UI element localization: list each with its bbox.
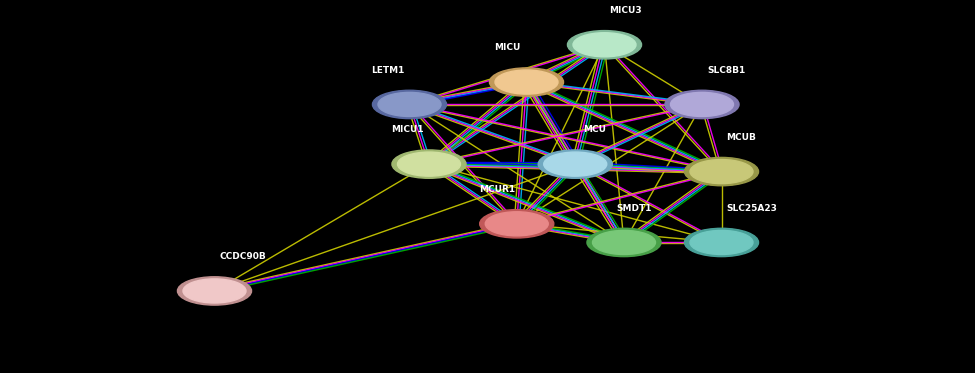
- Circle shape: [593, 231, 655, 254]
- Circle shape: [495, 70, 558, 94]
- Text: SLC8B1: SLC8B1: [707, 66, 745, 75]
- Text: MICU3: MICU3: [609, 6, 642, 15]
- Text: MICU: MICU: [493, 43, 521, 52]
- Circle shape: [392, 150, 466, 178]
- Text: MICU1: MICU1: [392, 125, 424, 134]
- Circle shape: [177, 277, 252, 305]
- Circle shape: [378, 93, 441, 116]
- Text: SLC25A23: SLC25A23: [726, 204, 777, 213]
- Circle shape: [690, 160, 753, 184]
- Text: CCDC90B: CCDC90B: [219, 252, 266, 261]
- Circle shape: [489, 68, 564, 96]
- Circle shape: [486, 212, 548, 236]
- Circle shape: [684, 157, 759, 186]
- Circle shape: [480, 210, 554, 238]
- Circle shape: [398, 152, 460, 176]
- Circle shape: [183, 279, 246, 303]
- Circle shape: [690, 231, 753, 254]
- Circle shape: [684, 228, 759, 257]
- Text: SMDT1: SMDT1: [616, 204, 651, 213]
- Circle shape: [538, 150, 612, 178]
- Text: MCUR1: MCUR1: [479, 185, 516, 194]
- Text: MCUB: MCUB: [726, 133, 757, 142]
- Circle shape: [544, 152, 606, 176]
- Circle shape: [567, 31, 642, 59]
- Circle shape: [587, 228, 661, 257]
- Circle shape: [671, 93, 733, 116]
- Circle shape: [573, 33, 636, 57]
- Text: LETM1: LETM1: [371, 66, 405, 75]
- Circle shape: [665, 90, 739, 119]
- Circle shape: [372, 90, 447, 119]
- Text: MCU: MCU: [583, 125, 606, 134]
